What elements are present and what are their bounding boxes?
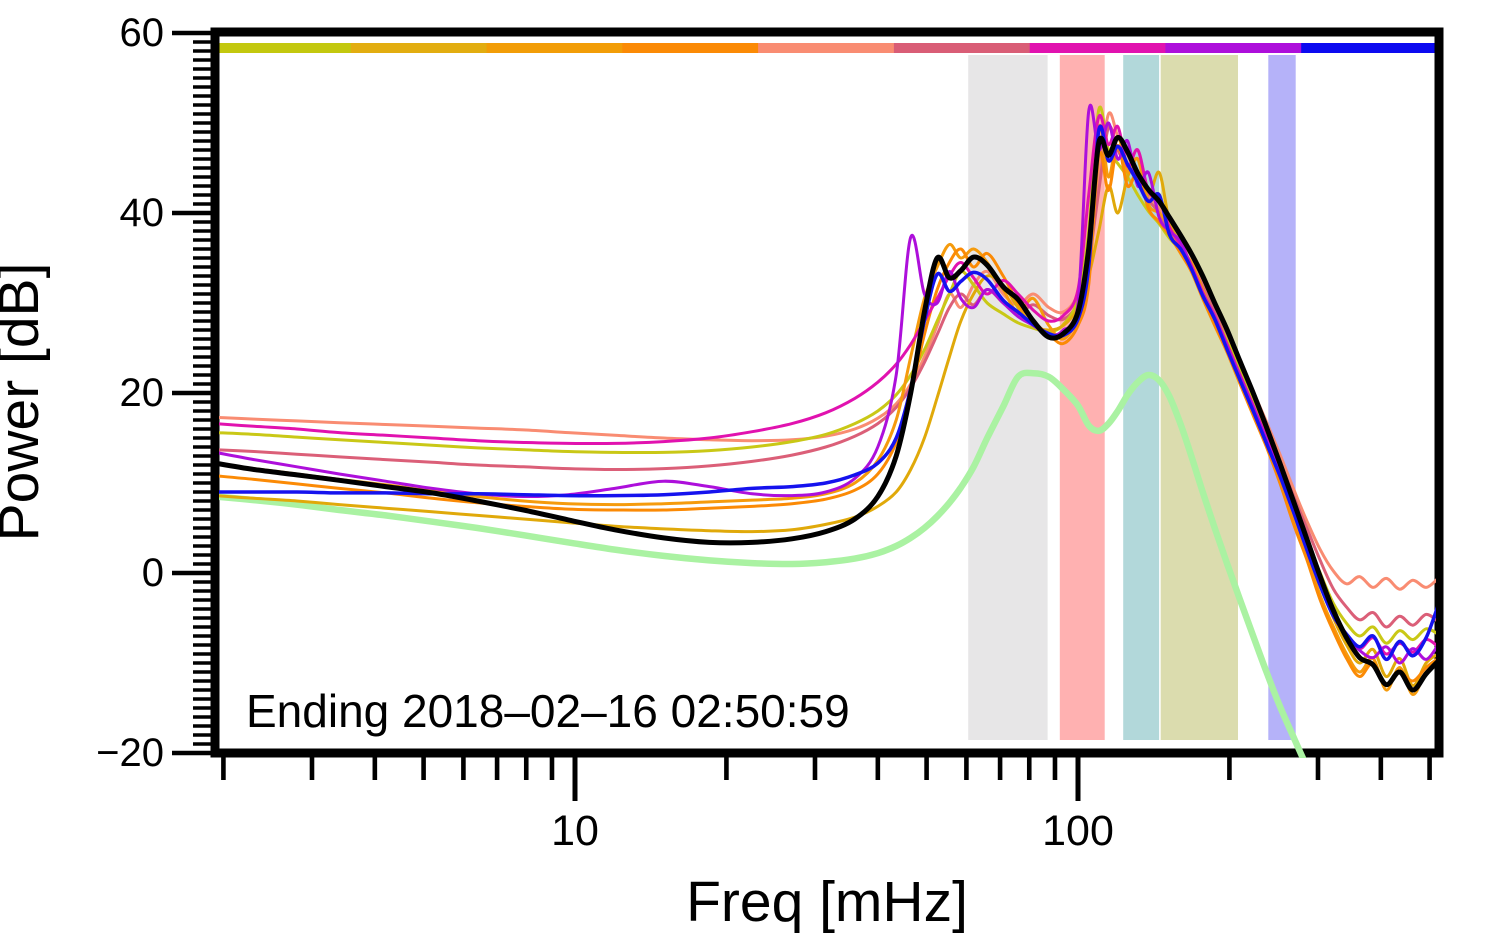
spectrum-purple xyxy=(219,103,1436,665)
time-colorbar-segment-6 xyxy=(893,43,1031,53)
x-tick-label: 10 xyxy=(551,807,599,855)
time-colorbar-segment-5 xyxy=(758,43,895,53)
time-colorbar-segment-7 xyxy=(1029,43,1167,53)
axis-ticks-layer xyxy=(172,30,1432,801)
y-tick-label: 20 xyxy=(120,371,165,415)
y-tick-label: 0 xyxy=(142,551,164,595)
y-tick-label: −20 xyxy=(96,731,164,775)
spectrum-magenta xyxy=(219,113,1436,656)
time-colorbar-segment-9 xyxy=(1301,43,1438,53)
y-tick-label: 40 xyxy=(120,191,165,235)
band-olive xyxy=(1160,55,1238,740)
spectrum-current-black xyxy=(219,134,1436,693)
time-colorbar-segment-1 xyxy=(215,43,352,53)
y-tick-label: 60 xyxy=(120,11,165,55)
ending-timestamp-annotation: Ending 2018–02–16 02:50:59 xyxy=(246,685,850,737)
spectrum-rose xyxy=(219,124,1436,629)
spectrum-green-reference xyxy=(219,369,1307,758)
x-axis-title: Freq [mHz] xyxy=(686,870,968,934)
spectrum-dark-orange xyxy=(219,143,1436,688)
axis-tick-labels-layer: 60 40 20 0 −20 10 100 xyxy=(96,11,1114,855)
time-colorbar-segment-3 xyxy=(486,43,623,53)
series-layer xyxy=(219,103,1436,758)
x-tick-label: 100 xyxy=(1042,807,1114,855)
time-colorbar-segment-8 xyxy=(1165,43,1302,53)
time-colorbar xyxy=(215,43,1438,53)
time-colorbar-segment-2 xyxy=(350,43,488,53)
plot-frame xyxy=(210,27,1444,758)
y-axis-title: Power [dB] xyxy=(0,263,51,542)
band-lavender xyxy=(1268,55,1296,740)
time-colorbar-segment-4 xyxy=(622,43,759,53)
